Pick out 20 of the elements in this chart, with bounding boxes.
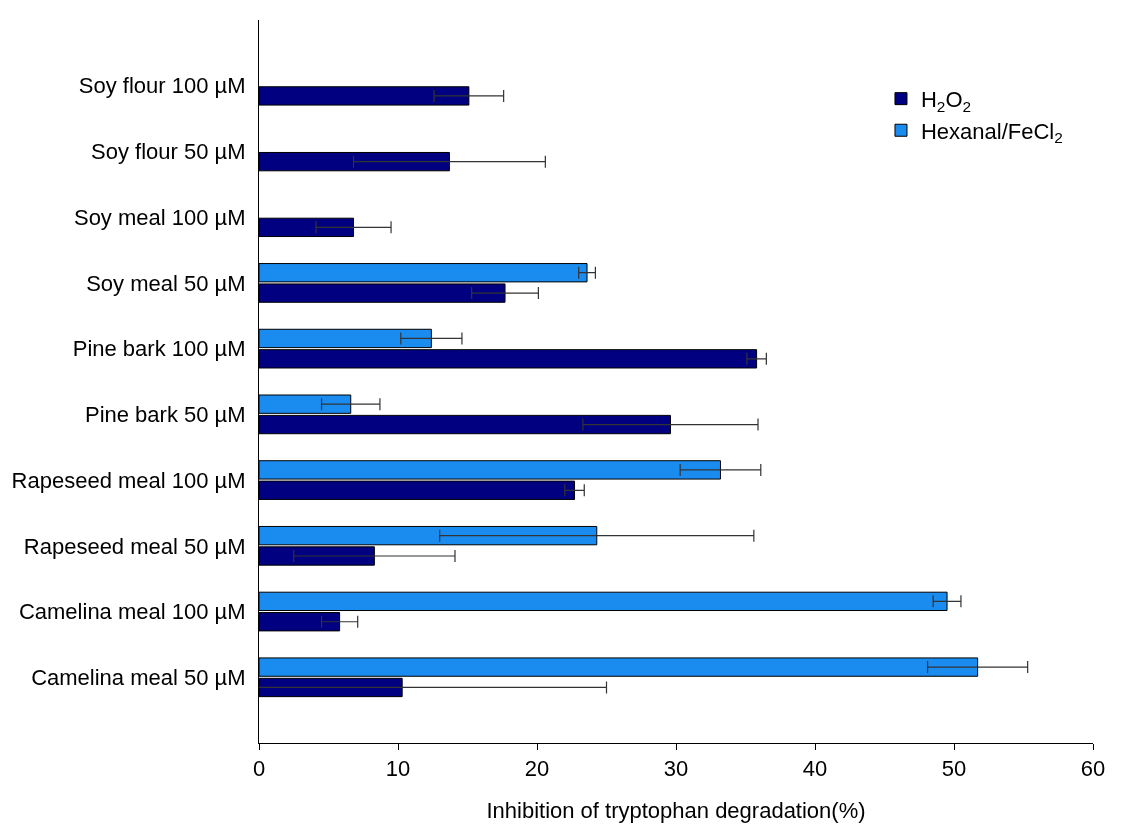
x-tick-label: 20 — [524, 756, 550, 782]
y-tick-label: Rapeseed meal 50 µM — [23, 533, 246, 559]
y-tick-label: Pine bark 100 µM — [72, 336, 246, 362]
x-axis-title: Inhibition of tryptophan degradation(%) — [486, 798, 866, 824]
y-tick-label: Soy flour 50 µM — [91, 139, 246, 165]
legend-label: Hexanal/FeCl$_{2}$ — [920, 118, 1063, 147]
y-tick-label: Soy meal 100 µM — [73, 204, 246, 230]
y-tick-label: Rapeseed meal 100 µM — [11, 467, 246, 493]
y-tick-label: Camelina meal 50 µM — [31, 664, 246, 690]
x-tick-label: 50 — [941, 756, 967, 782]
x-tick-label: 10 — [385, 756, 411, 782]
x-tick-label: 60 — [1080, 756, 1106, 782]
y-tick-label: Pine bark 50 µM — [84, 402, 246, 428]
x-tick-label: 30 — [663, 756, 689, 782]
legend-label: H$_{2}$O$_{2}$ — [920, 87, 972, 115]
x-tick-label: 40 — [802, 756, 828, 782]
x-tick-label: 0 — [252, 756, 266, 782]
y-tick-label: Soy meal 50 µM — [86, 270, 246, 296]
y-tick-label: Camelina meal 100 µM — [18, 599, 246, 625]
y-tick-label: Soy flour 100 µM — [78, 73, 246, 99]
